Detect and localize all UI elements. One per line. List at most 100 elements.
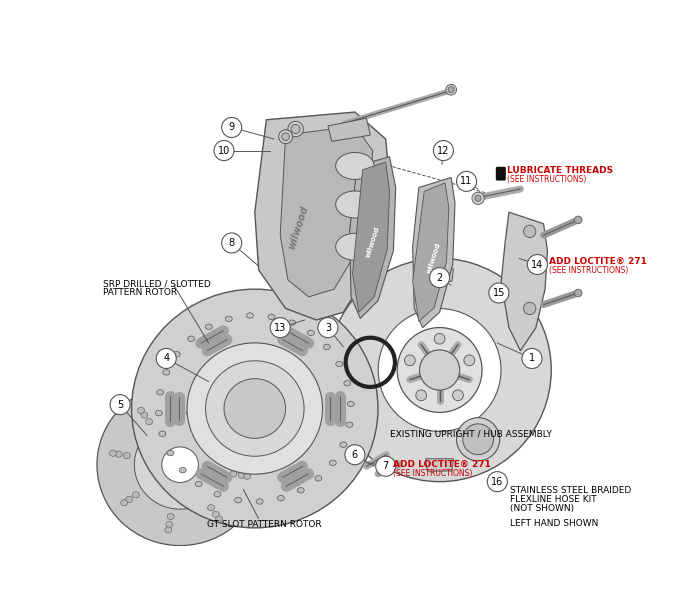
- Ellipse shape: [166, 521, 173, 528]
- Ellipse shape: [315, 476, 322, 481]
- Circle shape: [222, 118, 242, 137]
- Text: LUBRICATE THREADS: LUBRICATE THREADS: [507, 166, 612, 175]
- Ellipse shape: [132, 289, 378, 528]
- Circle shape: [416, 390, 426, 401]
- Ellipse shape: [167, 451, 174, 455]
- FancyBboxPatch shape: [496, 167, 506, 181]
- Ellipse shape: [186, 410, 193, 416]
- Circle shape: [345, 444, 365, 465]
- Polygon shape: [426, 459, 454, 471]
- Ellipse shape: [323, 345, 330, 349]
- Ellipse shape: [116, 451, 122, 457]
- Text: 13: 13: [274, 322, 286, 333]
- Ellipse shape: [174, 351, 180, 357]
- Ellipse shape: [244, 473, 251, 479]
- Circle shape: [574, 216, 582, 224]
- Ellipse shape: [256, 499, 263, 504]
- Circle shape: [464, 355, 475, 366]
- Ellipse shape: [188, 397, 195, 403]
- Circle shape: [328, 258, 552, 482]
- Circle shape: [487, 471, 508, 492]
- Text: 5: 5: [117, 400, 123, 409]
- Text: 9: 9: [229, 123, 234, 132]
- Text: 12: 12: [438, 145, 449, 156]
- Circle shape: [527, 254, 547, 275]
- Ellipse shape: [336, 361, 343, 367]
- Ellipse shape: [214, 492, 221, 497]
- Ellipse shape: [167, 514, 174, 520]
- Ellipse shape: [132, 492, 139, 498]
- Ellipse shape: [141, 412, 148, 418]
- Ellipse shape: [164, 527, 172, 533]
- Circle shape: [279, 130, 293, 143]
- Ellipse shape: [221, 432, 228, 438]
- Text: (SEE INSTRUCTIONS): (SEE INSTRUCTIONS): [507, 175, 586, 184]
- Ellipse shape: [307, 330, 314, 336]
- Text: 15: 15: [493, 288, 505, 298]
- Ellipse shape: [246, 313, 253, 318]
- Ellipse shape: [206, 361, 304, 456]
- Circle shape: [156, 348, 176, 368]
- Ellipse shape: [230, 471, 237, 477]
- Ellipse shape: [123, 452, 130, 459]
- Ellipse shape: [163, 370, 169, 375]
- Circle shape: [419, 350, 460, 390]
- Text: GT SLOT PATTERN ROTOR: GT SLOT PATTERN ROTOR: [207, 520, 322, 529]
- Circle shape: [574, 289, 582, 297]
- Polygon shape: [255, 112, 389, 320]
- Ellipse shape: [159, 431, 166, 436]
- Circle shape: [522, 348, 542, 368]
- Ellipse shape: [157, 390, 164, 395]
- Circle shape: [430, 268, 449, 287]
- Ellipse shape: [109, 450, 116, 456]
- Circle shape: [378, 308, 501, 432]
- Ellipse shape: [205, 324, 212, 329]
- Ellipse shape: [347, 401, 354, 406]
- Text: 11: 11: [461, 177, 473, 186]
- Ellipse shape: [298, 487, 304, 493]
- Text: 2: 2: [437, 273, 442, 283]
- Text: 7: 7: [383, 461, 389, 471]
- Ellipse shape: [195, 481, 202, 487]
- Ellipse shape: [346, 422, 353, 427]
- Text: (NOT SHOWN): (NOT SHOWN): [510, 504, 575, 513]
- Ellipse shape: [137, 407, 144, 414]
- Ellipse shape: [344, 381, 351, 386]
- Text: 8: 8: [229, 238, 234, 248]
- Polygon shape: [501, 212, 547, 351]
- Circle shape: [453, 390, 463, 401]
- Ellipse shape: [188, 402, 195, 408]
- Circle shape: [214, 140, 234, 161]
- Text: 3: 3: [325, 322, 331, 333]
- Ellipse shape: [121, 500, 127, 506]
- Circle shape: [288, 121, 303, 137]
- Polygon shape: [349, 157, 396, 318]
- Text: 1: 1: [529, 354, 535, 364]
- Circle shape: [270, 318, 290, 338]
- Circle shape: [281, 133, 290, 140]
- Circle shape: [475, 195, 481, 202]
- Ellipse shape: [125, 497, 132, 503]
- Circle shape: [376, 456, 396, 476]
- Ellipse shape: [268, 314, 275, 319]
- Text: wilwood: wilwood: [287, 205, 310, 251]
- Ellipse shape: [336, 234, 375, 261]
- Text: wilwood: wilwood: [426, 242, 441, 275]
- Circle shape: [110, 395, 130, 414]
- Ellipse shape: [288, 320, 295, 326]
- Circle shape: [222, 233, 242, 253]
- Ellipse shape: [155, 411, 162, 416]
- Circle shape: [397, 327, 482, 413]
- Ellipse shape: [134, 421, 226, 509]
- Circle shape: [405, 355, 415, 366]
- Ellipse shape: [187, 343, 323, 474]
- Text: PATTERN ROTOR: PATTERN ROTOR: [103, 288, 177, 297]
- Circle shape: [524, 302, 536, 314]
- Circle shape: [433, 140, 454, 161]
- Circle shape: [489, 283, 509, 303]
- Text: EXISTING UPRIGHT / HUB ASSEMBLY: EXISTING UPRIGHT / HUB ASSEMBLY: [389, 429, 552, 438]
- Circle shape: [524, 225, 536, 238]
- Ellipse shape: [336, 191, 375, 218]
- Text: 14: 14: [531, 259, 543, 270]
- Ellipse shape: [336, 153, 375, 180]
